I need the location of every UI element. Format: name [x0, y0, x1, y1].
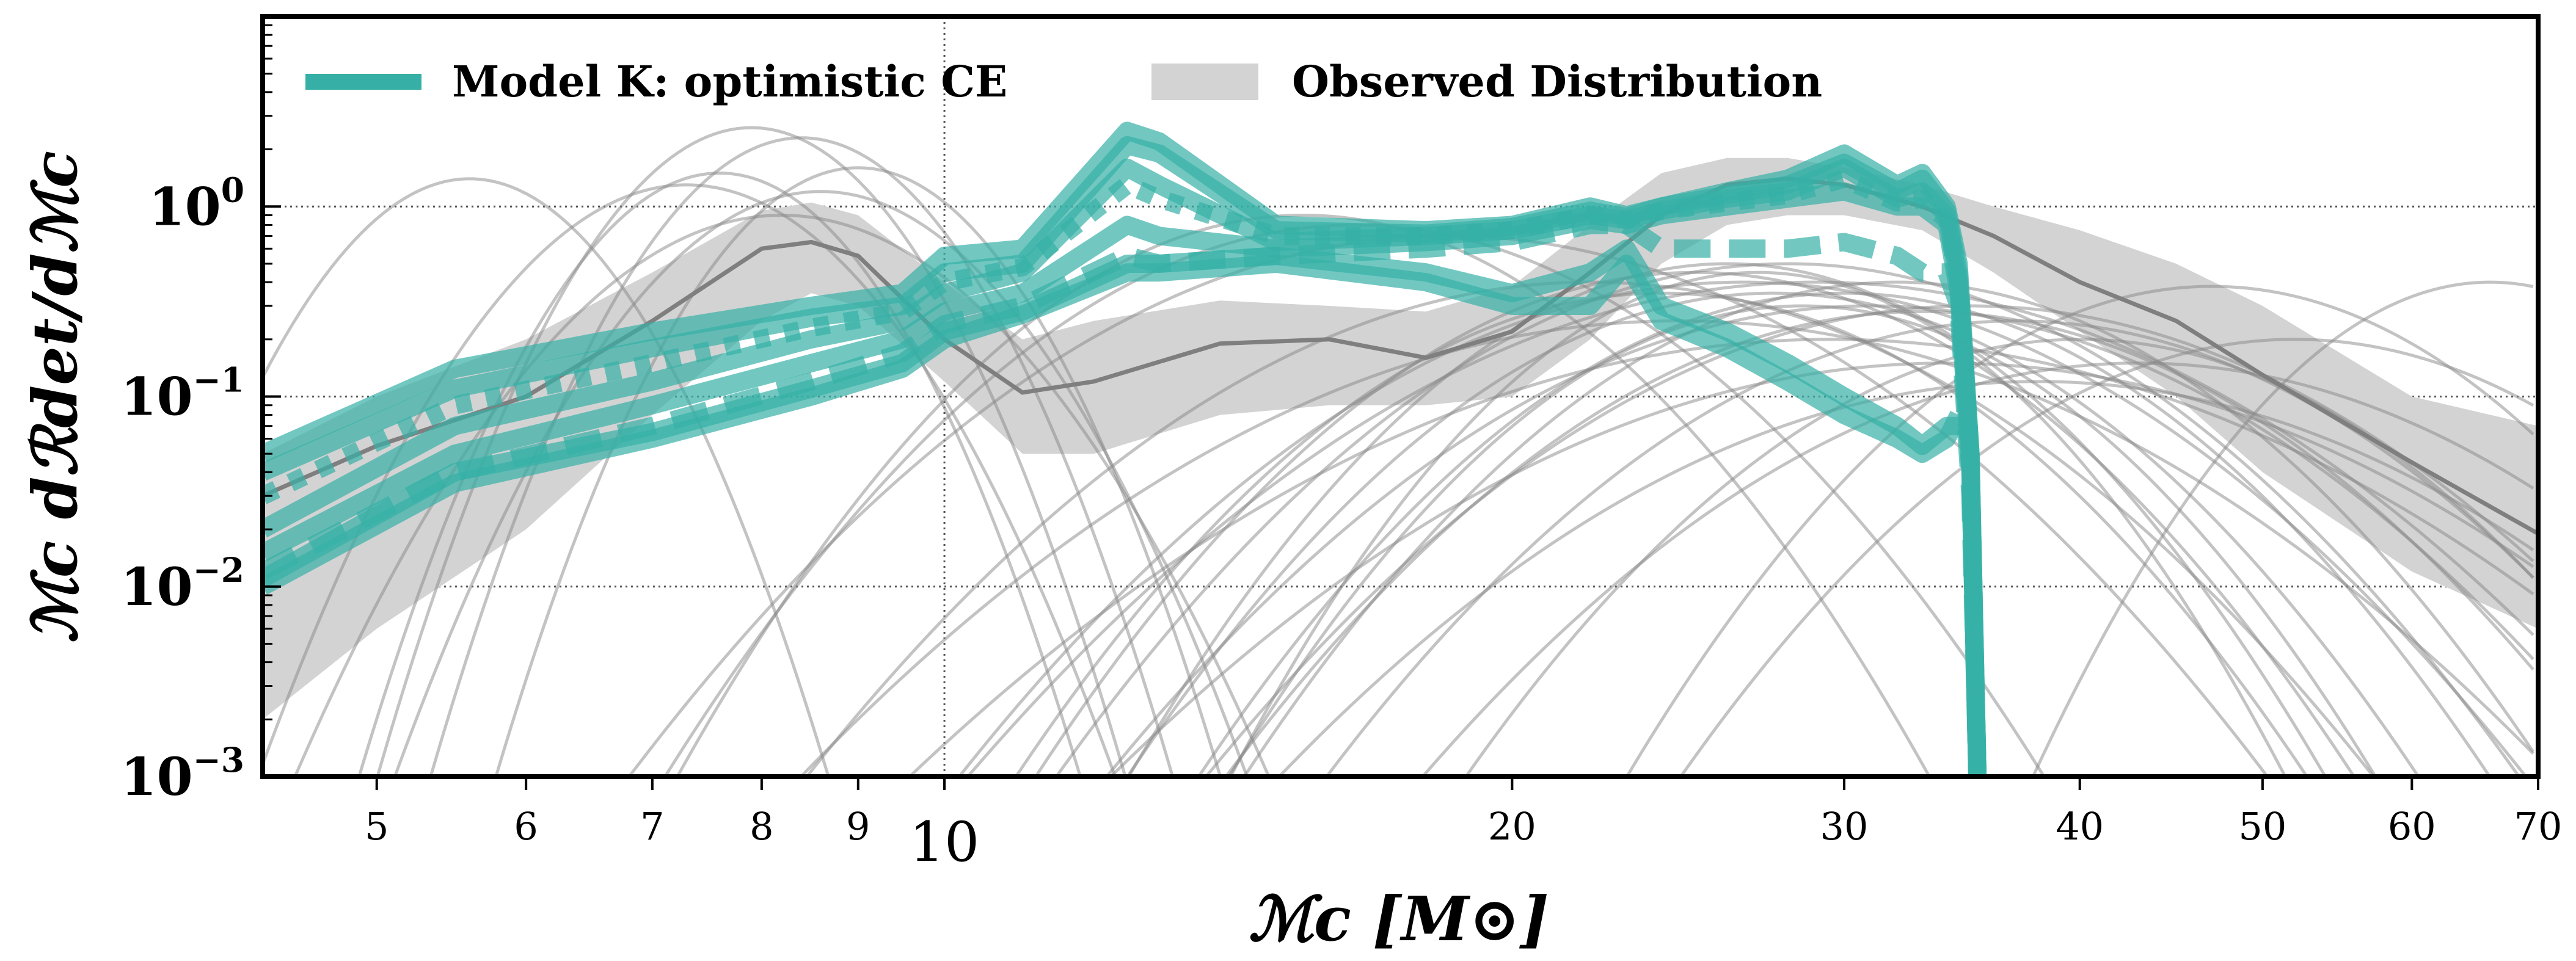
event-curve — [907, 338, 2534, 777]
observed-median-line — [263, 176, 2538, 536]
observed-median-layer — [263, 176, 2538, 536]
event-curve — [1679, 338, 2534, 777]
tick-layer: 5 6 7 8 9 10 20 30 40 50 60 70 100 10−1 10−2 10−3 — [120, 24, 2563, 874]
event-curve — [805, 280, 2376, 777]
legend: Model K: optimistic CE Observed Distribu… — [305, 56, 1822, 107]
event-curve — [1228, 270, 2287, 777]
x-tick-label: 20 — [1488, 804, 1536, 849]
event-curve — [1126, 262, 2327, 777]
y-tick-label: 10−2 — [120, 550, 244, 618]
model-line — [263, 216, 1987, 777]
x-tick-label: 8 — [750, 804, 773, 849]
event-curve — [429, 136, 1175, 777]
event-curve — [1204, 304, 2534, 777]
x-tick-label: 60 — [2388, 804, 2436, 849]
event-curve — [957, 280, 2528, 777]
event-curve — [1464, 338, 2534, 777]
event-curve — [1109, 361, 2534, 777]
x-tick-label: 50 — [2238, 804, 2286, 849]
event-curve — [1197, 291, 2492, 777]
x-tick-label: 9 — [846, 804, 870, 849]
event-curve — [1034, 270, 2356, 777]
x-axis-label: ℳc [M⊙] — [1249, 883, 1549, 955]
event-curve — [263, 183, 1117, 777]
x-tick-label: 7 — [640, 804, 664, 849]
legend-label-model: Model K: optimistic CE — [452, 56, 1007, 107]
y-tick-label: 10−1 — [120, 360, 244, 428]
event-curve — [393, 190, 1249, 777]
x-tick-label: 70 — [2514, 804, 2563, 849]
x-tick-label: 5 — [365, 804, 389, 849]
y-axis-label: ℳc dℛdet/dℳc — [19, 151, 91, 643]
x-tick-label: 30 — [1820, 804, 1869, 849]
legend-swatch-observed — [1151, 63, 1258, 100]
x-tick-label: 10 — [910, 810, 980, 874]
event-curve — [1625, 285, 2534, 777]
model-lines-layer — [263, 121, 1987, 777]
x-tick-label: 40 — [2056, 804, 2104, 849]
event-curve — [376, 126, 1127, 777]
event-curve — [1277, 380, 2534, 777]
event-curve — [263, 177, 830, 777]
y-tick-label: 10−3 — [120, 740, 244, 808]
event-curve — [293, 213, 1271, 777]
y-tick-label: 100 — [148, 170, 244, 238]
event-curve — [1125, 291, 2421, 777]
legend-label-observed: Observed Distribution — [1292, 56, 1822, 107]
event-curve — [357, 172, 1082, 777]
event-curve — [2031, 280, 2534, 777]
x-tick-label: 6 — [514, 804, 538, 849]
event-curve — [1104, 304, 2534, 777]
event-curve — [798, 319, 2534, 777]
event-curve — [1324, 319, 2534, 777]
model-line — [263, 239, 1959, 587]
